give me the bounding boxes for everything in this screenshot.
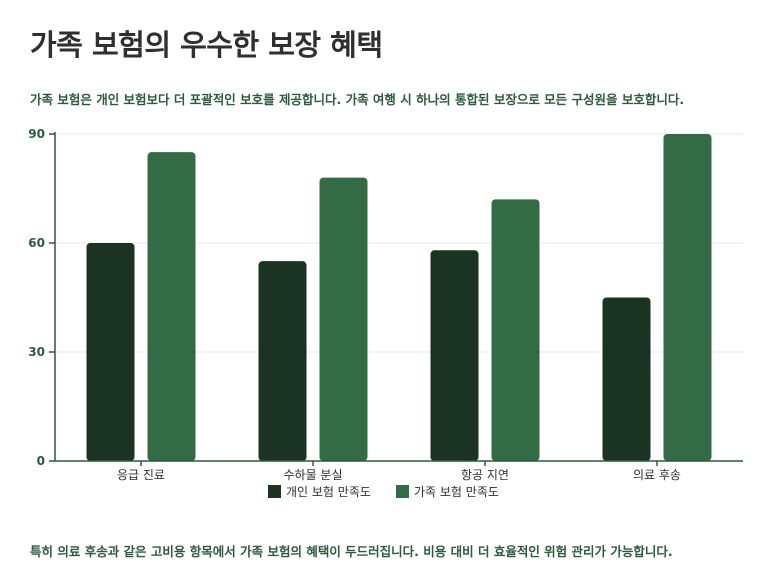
y-tick-label: 30 [28,345,45,359]
bar-family [147,152,196,461]
x-tick-label: 수하물 분실 [283,468,342,482]
x-tick-label: 응급 진료 [117,468,165,482]
bar-individual [602,297,651,461]
legend-label: 가족 보험 만족도 [414,485,499,499]
legend-label: 개인 보험 만족도 [286,485,371,499]
bar-family [491,199,540,461]
bar-individual [86,243,135,461]
y-tick-label: 60 [28,236,45,250]
bar-individual [430,250,479,461]
chart-title: 가족 보험의 우수한 보장 혜택 [30,28,383,62]
bar-family [319,177,368,461]
legend: 개인 보험 만족도 가족 보험 만족도 [268,485,499,499]
y-tick-label: 0 [37,454,45,468]
legend-swatch [268,485,281,498]
chart-footnote: 특히 의료 후송과 같은 고비용 항목에서 가족 보험의 혜택이 두드러집니다.… [30,544,673,559]
bar-individual [258,261,307,461]
chart-subtitle: 가족 보험은 개인 보험보다 더 포괄적인 보호를 제공합니다. 가족 여행 시… [30,92,685,107]
bars [86,134,712,461]
legend-swatch [396,485,409,498]
x-tick-label: 의료 후송 [633,468,681,482]
axes: 0 30 60 90 응급 진료 수하물 분실 항공 지연 의료 후송 [28,127,743,482]
y-tick-label: 90 [28,127,45,141]
bar-family [663,134,712,461]
x-tick-label: 항공 지연 [461,468,509,482]
